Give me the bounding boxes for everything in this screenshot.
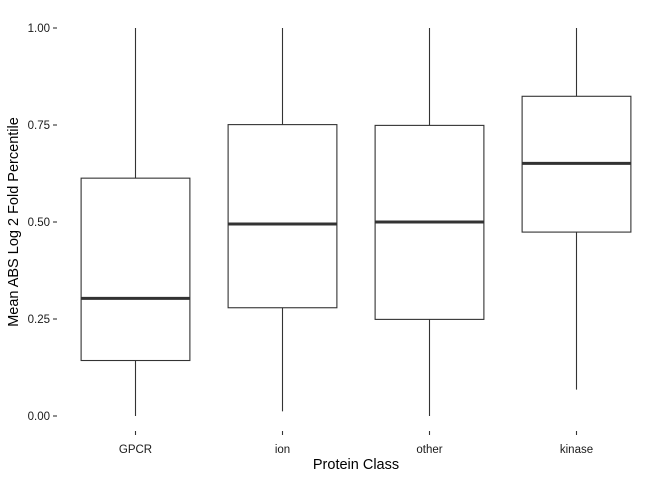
box-other: [374, 28, 485, 416]
y-tick-label: 0.75: [28, 120, 50, 132]
x-tick-label: other: [416, 444, 442, 456]
box-ion: [227, 28, 338, 412]
iqr-box: [227, 124, 338, 309]
y-axis-title: Mean ABS Log 2 Fold Percentile: [6, 117, 22, 327]
x-tick-label: ion: [275, 444, 290, 456]
x-axis: GPCR ion other kinase: [119, 431, 593, 456]
y-tick-label: 0.25: [28, 314, 50, 326]
x-axis-title: Protein Class: [313, 457, 399, 473]
x-tick-label: kinase: [560, 444, 593, 456]
plot-boxes: [80, 28, 632, 416]
y-axis: 0.00 0.25 0.50 0.75 1.00: [28, 23, 57, 423]
box-kinase: [521, 28, 632, 390]
y-tick-label: 0.50: [28, 217, 50, 229]
box-gpcr: [80, 28, 191, 416]
y-tick-label: 1.00: [28, 23, 50, 35]
iqr-box: [80, 177, 191, 362]
y-tick-label: 0.00: [28, 411, 50, 423]
x-tick-label: GPCR: [119, 444, 152, 456]
